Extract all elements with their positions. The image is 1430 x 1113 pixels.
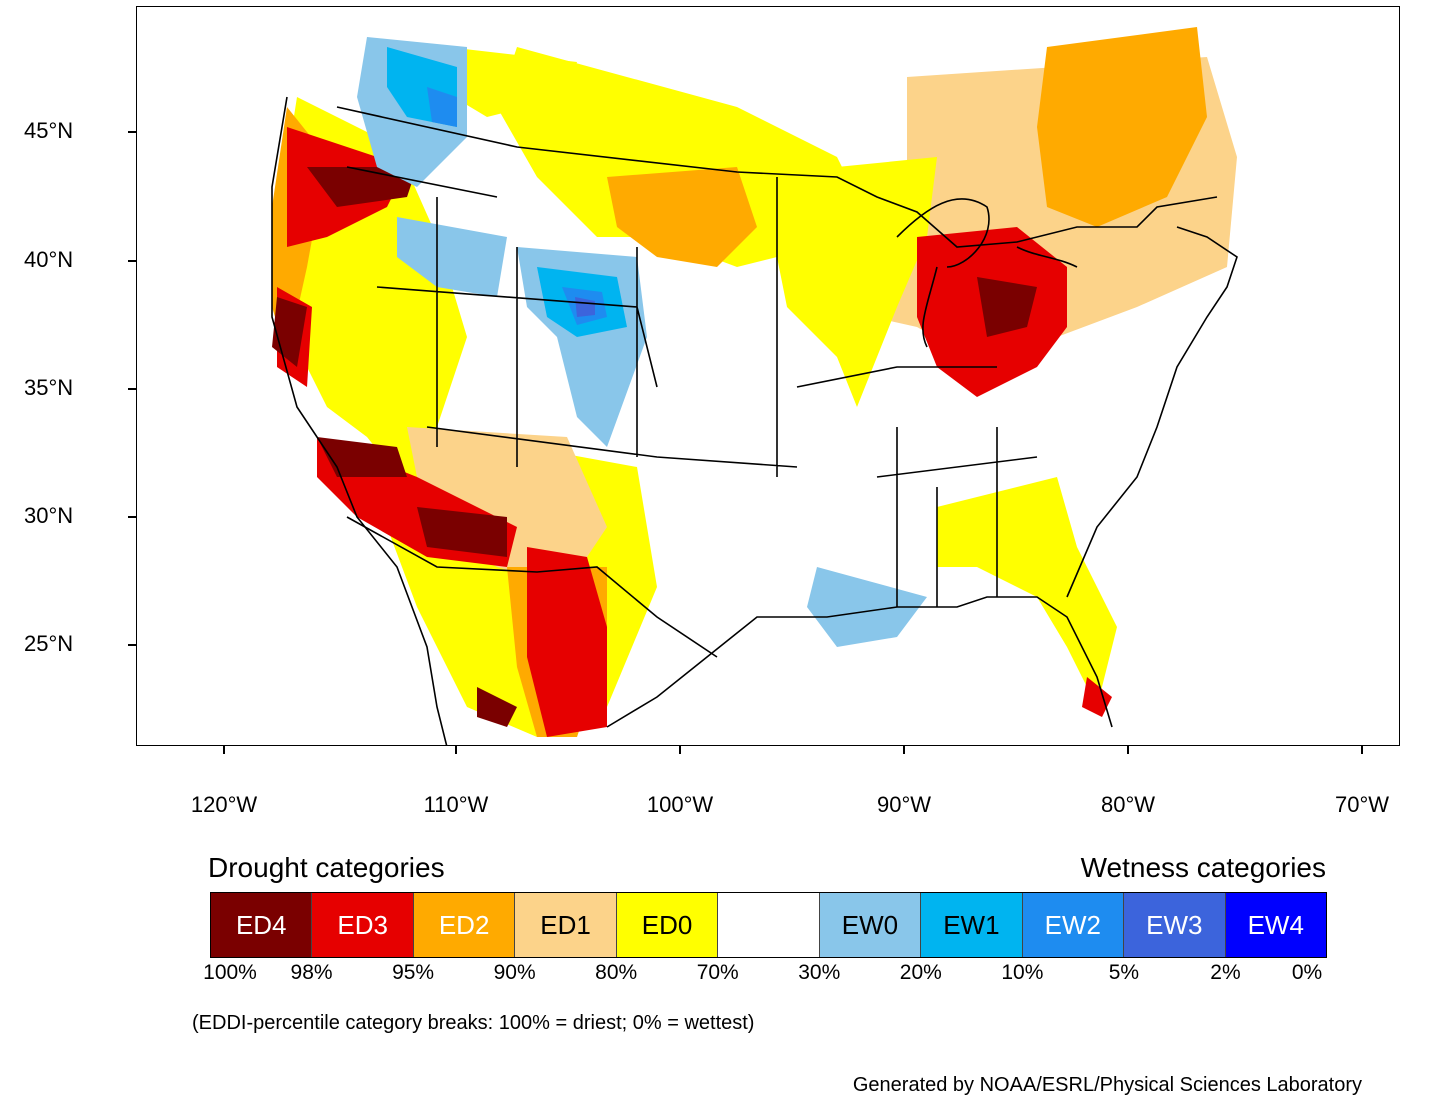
category-fields xyxy=(272,27,1237,737)
state-lines-west xyxy=(346,166,798,477)
category-ed3: ED3 xyxy=(312,893,414,957)
lon-label: 70°W xyxy=(1334,792,1390,817)
eddi-map xyxy=(271,27,1238,745)
lon-label: 100°W xyxy=(646,792,714,817)
lat-label: 25°N xyxy=(24,631,74,656)
category-color-bar: ED4 ED3 ED2 ED1 ED0 EW0 EW1 EW2 EW3 EW4 xyxy=(210,892,1327,958)
field-ed4-socal xyxy=(317,437,407,477)
state-lines-east xyxy=(796,366,1038,607)
us-canada-border xyxy=(336,106,1218,248)
lat-label: 35°N xyxy=(24,375,74,400)
lon-tick xyxy=(455,746,457,754)
lat-label: 30°N xyxy=(24,503,74,528)
lon-tick xyxy=(223,746,225,754)
lon-tick xyxy=(903,746,905,754)
field-ed4-mexico xyxy=(477,687,517,727)
lat-tick xyxy=(128,260,136,262)
category-ed4: ED4 xyxy=(211,893,313,957)
field-ew2-montana xyxy=(427,87,457,127)
lat-tick xyxy=(128,644,136,646)
lon-label: 90°W xyxy=(876,792,932,817)
lon-tick xyxy=(1361,746,1363,754)
lon-label: 120°W xyxy=(190,792,258,817)
percentile-label: 30% xyxy=(798,961,841,984)
field-ed3-florida xyxy=(1082,677,1112,717)
percentile-label: 10% xyxy=(1001,961,1044,984)
lat-tick xyxy=(128,388,136,390)
great-lakes xyxy=(896,198,1078,348)
percentile-label: 0% xyxy=(1291,961,1323,984)
us-coastline-outline xyxy=(271,96,1238,745)
lon-tick xyxy=(679,746,681,754)
category-ed2: ED2 xyxy=(413,893,516,957)
us-mexico-border xyxy=(346,516,718,658)
category-ew1: EW1 xyxy=(921,893,1023,957)
field-ed4-arizona xyxy=(417,507,507,557)
percentile-label: 95% xyxy=(392,961,435,984)
percentile-label: 80% xyxy=(595,961,638,984)
field-ed3-texas xyxy=(527,547,607,737)
field-ed0-plains xyxy=(497,47,857,267)
map-frame xyxy=(136,6,1400,746)
category-ed0: ED0 xyxy=(616,893,719,957)
field-ed4-michigan xyxy=(977,277,1037,337)
drought-categories-title: Drought categories xyxy=(208,852,445,883)
category-breaks-note: (EDDI-percentile category breaks: 100% =… xyxy=(192,1012,755,1034)
field-ed0-upper-nw xyxy=(437,47,577,117)
percentile-label: 90% xyxy=(493,961,536,984)
lat-label: 40°N xyxy=(24,247,74,272)
field-ed2-canada xyxy=(1037,27,1207,227)
percentile-label: 70% xyxy=(696,961,739,984)
field-ed0-southeast xyxy=(937,477,1117,707)
field-ed1-southwest xyxy=(407,427,607,587)
category-ew4: EW4 xyxy=(1225,893,1326,957)
percentile-label: 2% xyxy=(1210,961,1241,984)
wetness-categories-title: Wetness categories xyxy=(1080,852,1326,883)
category-ew0: EW0 xyxy=(819,893,922,957)
borders xyxy=(271,96,1238,745)
field-ed0-midwest xyxy=(777,157,937,407)
percentile-label: 20% xyxy=(899,961,942,984)
lon-label: 110°W xyxy=(423,792,489,817)
lat-tick xyxy=(128,516,136,518)
lon-tick xyxy=(1127,746,1129,754)
category-ew2: EW2 xyxy=(1022,893,1125,957)
percentile-label: 5% xyxy=(1108,961,1140,984)
credit-line: Generated by NOAA/ESRL/Physical Sciences… xyxy=(852,1074,1362,1096)
field-ed2-dakotas xyxy=(607,167,757,267)
field-ed4-oregon xyxy=(307,167,417,207)
category-normal xyxy=(718,893,820,957)
percentile-label: 100% xyxy=(203,961,257,984)
percentile-label: 98% xyxy=(290,961,333,984)
field-ew0-montana xyxy=(397,217,507,297)
field-ew0-gulf xyxy=(807,567,927,647)
lon-label: 80°W xyxy=(1100,792,1156,817)
lat-label: 45°N xyxy=(24,118,74,143)
category-ed1: ED1 xyxy=(515,893,617,957)
category-ew3: EW3 xyxy=(1124,893,1226,957)
lat-tick xyxy=(128,131,136,133)
